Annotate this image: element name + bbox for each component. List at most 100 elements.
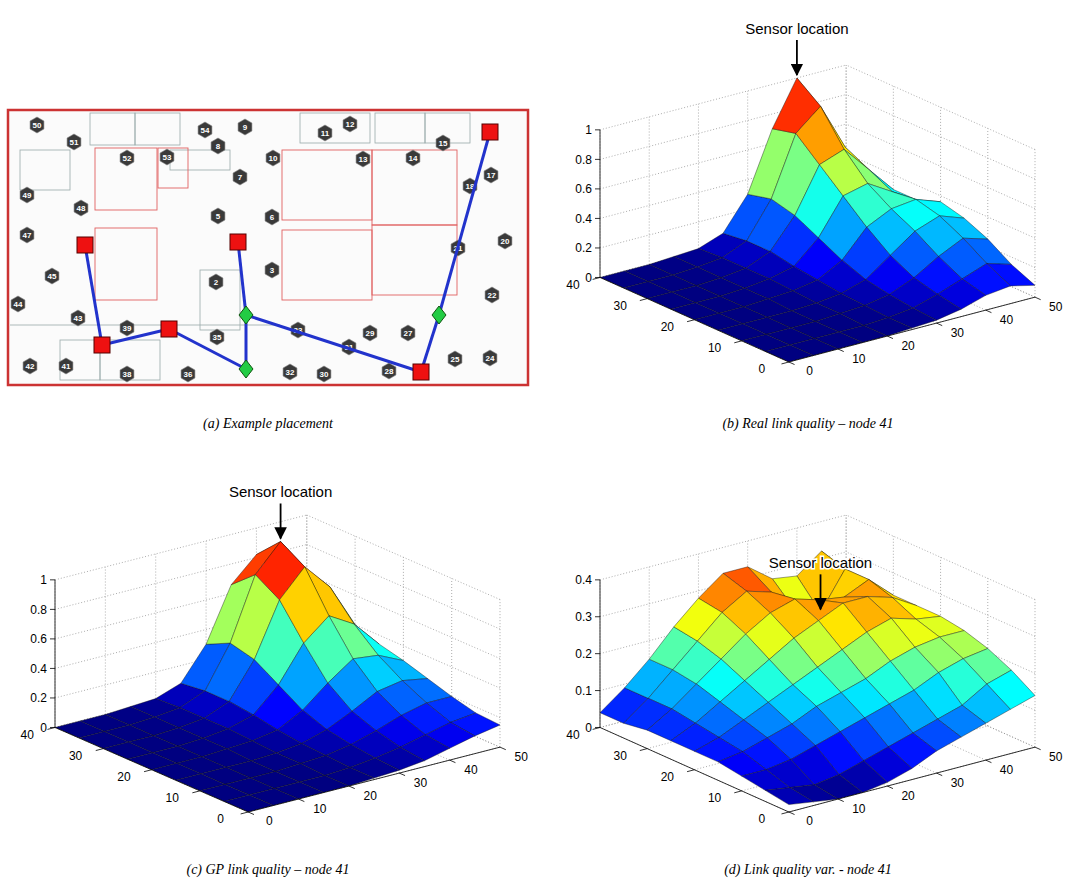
- sensor-node: [484, 167, 498, 183]
- surface-cell: [765, 345, 813, 362]
- y-tick: [687, 320, 694, 322]
- relay-node: [432, 306, 446, 324]
- core-wall: [282, 150, 372, 220]
- node-label: 35: [213, 333, 222, 342]
- node-label: 39: [123, 324, 132, 333]
- y-tick: [640, 299, 647, 301]
- node-label: 13: [359, 155, 368, 164]
- node-label: 28: [385, 367, 394, 376]
- placement-link: [102, 329, 169, 345]
- placement-link: [238, 242, 246, 315]
- axes: 0102030405001020304000.20.40.60.81: [566, 123, 1063, 378]
- node-label: 2: [214, 278, 219, 287]
- office-wall: [170, 150, 230, 170]
- grid-line: [1035, 150, 1036, 298]
- x-tick: [986, 760, 992, 763]
- sensor-node: [11, 296, 25, 312]
- relay-node: [239, 306, 253, 324]
- node-label: 10: [269, 154, 278, 163]
- sensor-node: [181, 366, 195, 382]
- core-wall: [158, 148, 188, 188]
- surface-cell: [224, 795, 273, 812]
- x-tick: [937, 773, 943, 776]
- node-label: 7: [238, 173, 243, 182]
- sensor-node: [210, 329, 224, 345]
- sensor-node: [406, 150, 420, 166]
- node-label: 24: [486, 354, 495, 363]
- surface: [600, 551, 1035, 805]
- placement-link: [421, 315, 439, 372]
- y-tick: [96, 749, 104, 751]
- x-tick-label: 40: [464, 763, 478, 777]
- node-label: 45: [48, 272, 57, 281]
- z-tick: [595, 277, 600, 278]
- z-tick-label: 0.6: [30, 632, 47, 646]
- z-tick: [595, 129, 600, 130]
- z-tick-label: 0.2: [575, 647, 592, 661]
- z-tick-label: 0: [585, 721, 592, 735]
- y-tick-label: 10: [708, 791, 722, 805]
- x-tick: [500, 747, 506, 750]
- z-tick-label: 1: [40, 573, 47, 587]
- surface: [55, 541, 500, 812]
- y-tick: [593, 277, 600, 279]
- surface-cell: [742, 770, 790, 791]
- z-tick: [595, 579, 600, 580]
- placement-link: [439, 132, 490, 315]
- sensor-node: [59, 358, 73, 374]
- x-tick-label: 0: [806, 814, 813, 828]
- x-tick-label: 0: [806, 364, 813, 378]
- surface-panel: 0102030405001020304000.20.40.60.81Sensor…: [21, 483, 529, 828]
- grid-line: [155, 554, 156, 702]
- grid-line: [55, 580, 56, 728]
- annotation-arrow: [796, 40, 798, 75]
- y-tick-label: 30: [613, 749, 627, 763]
- y-tick: [144, 770, 152, 772]
- x-tick: [399, 773, 405, 776]
- x-tick: [986, 310, 992, 313]
- y-tick-label: 40: [566, 728, 580, 742]
- z-tick-label: 0.2: [575, 241, 592, 255]
- x-tick: [887, 786, 893, 789]
- annotation-arrow: [280, 503, 282, 538]
- x-tick: [838, 799, 844, 802]
- node-label: 17: [487, 171, 496, 180]
- x-tick-label: 10: [852, 352, 866, 366]
- y-tick: [734, 791, 741, 793]
- sensor-node: [209, 274, 223, 290]
- x-tick-label: 40: [1000, 313, 1014, 327]
- x-tick-label: 30: [414, 776, 428, 790]
- grid-line: [698, 104, 699, 252]
- x-tick: [1035, 297, 1041, 300]
- node-label: 41: [62, 362, 71, 371]
- grid-line: [600, 130, 601, 278]
- placement-link: [85, 245, 102, 345]
- node-label: 15: [439, 139, 448, 148]
- office-wall: [20, 150, 70, 190]
- x-axis-line: [789, 297, 1035, 362]
- y-tick-label: 0: [758, 362, 765, 376]
- x-tick-label: 50: [1049, 750, 1063, 764]
- x-axis-line: [789, 747, 1035, 812]
- sensor-node: [498, 233, 512, 249]
- z-axis-line: [600, 130, 601, 278]
- grid-line: [846, 65, 1035, 150]
- sensor-node: [71, 310, 85, 326]
- z-axis-line: [55, 580, 56, 728]
- surface: [600, 78, 1035, 362]
- placement-map: 5051525354981011121314151718756322120224…: [8, 110, 528, 385]
- x-tick: [887, 336, 893, 339]
- placed-sensor: [482, 124, 498, 140]
- z-tick: [595, 690, 600, 691]
- office-wall: [200, 270, 240, 330]
- placed-sensor: [94, 337, 110, 353]
- sensor-node: [265, 209, 279, 225]
- core-wall: [95, 148, 157, 210]
- y-tick: [687, 770, 694, 772]
- node-label: 14: [409, 154, 418, 163]
- z-tick: [595, 218, 600, 219]
- grid: [600, 515, 1035, 812]
- core-wall: [282, 230, 372, 300]
- sensor-node: [363, 325, 377, 341]
- z-tick-label: 0: [585, 271, 592, 285]
